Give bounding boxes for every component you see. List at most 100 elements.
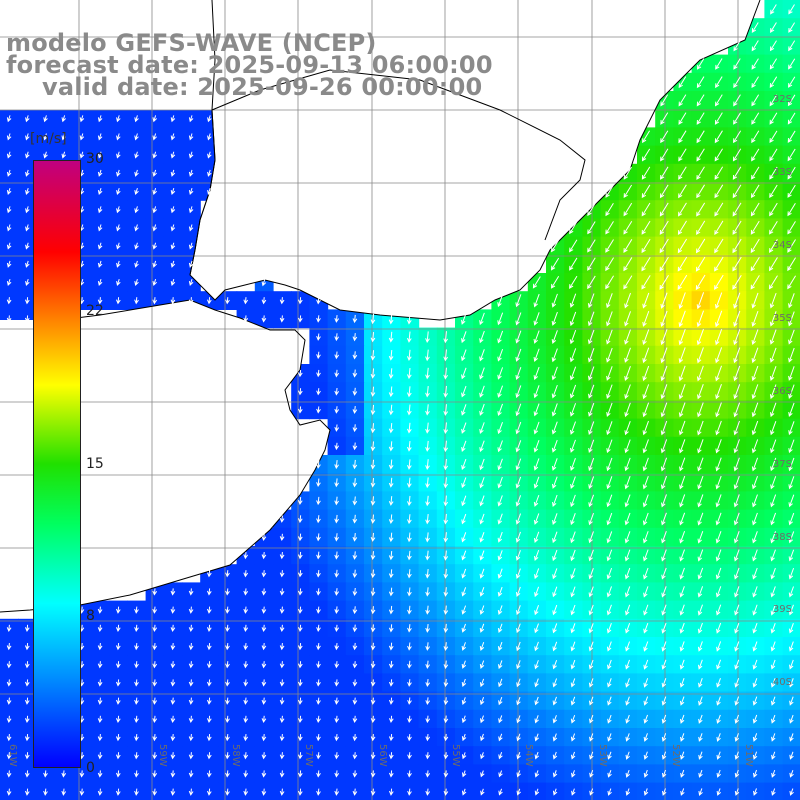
- wind-arrow: [134, 733, 139, 742]
- wind-arrow: [696, 166, 705, 180]
- wind-arrow: [752, 549, 758, 562]
- wind-arrow: [625, 769, 631, 778]
- wind-arrow: [534, 623, 539, 634]
- wind-arrow: [225, 697, 230, 705]
- wind-arrow: [607, 733, 612, 742]
- wind-arrow: [243, 661, 249, 669]
- wind-arrow: [443, 605, 449, 615]
- wind-arrow: [97, 242, 103, 250]
- wind-arrow: [751, 58, 759, 70]
- wind-arrow: [551, 311, 558, 326]
- wind-arrow: [207, 169, 212, 177]
- wind-arrow: [388, 386, 394, 398]
- wind-arrow: [533, 403, 540, 417]
- wind-arrow: [79, 788, 85, 796]
- wind-arrow: [316, 297, 321, 305]
- wind-arrow: [407, 569, 412, 579]
- wind-arrow: [698, 714, 703, 724]
- wind-arrow: [388, 624, 394, 633]
- wind-arrow: [588, 641, 594, 652]
- wind-arrow: [461, 312, 467, 325]
- wind-arrow: [188, 115, 194, 123]
- wind-arrow: [642, 531, 649, 544]
- wind-arrow: [515, 330, 522, 344]
- wind-arrow: [443, 752, 449, 760]
- wind-arrow: [788, 384, 795, 399]
- wind-arrow: [552, 494, 558, 507]
- wind-arrow: [606, 549, 613, 562]
- wind-arrow: [770, 476, 777, 490]
- wind-arrow: [623, 275, 633, 290]
- wind-arrow: [243, 642, 249, 651]
- wind-arrow: [279, 642, 285, 651]
- wind-arrow: [624, 494, 631, 508]
- wind-arrow: [352, 715, 358, 724]
- wind-arrow: [607, 659, 612, 670]
- wind-arrow: [732, 220, 742, 235]
- wind-arrow: [642, 475, 649, 490]
- wind-arrow: [788, 22, 796, 33]
- wind-arrow: [552, 604, 558, 616]
- wind-arrow: [479, 312, 485, 326]
- wind-arrow: [716, 622, 722, 634]
- wind-arrow: [61, 133, 67, 141]
- wind-arrow: [352, 496, 358, 506]
- wind-arrow: [642, 402, 650, 418]
- wind-arrow: [243, 788, 249, 796]
- wind-arrow: [425, 733, 431, 742]
- wind-arrow: [497, 385, 504, 398]
- wind-arrow: [97, 206, 103, 214]
- lon-label-56w: 56W: [377, 744, 388, 767]
- wind-arrow: [461, 349, 467, 362]
- wind-arrow: [316, 533, 321, 542]
- wind-arrow: [551, 293, 558, 308]
- wind-arrow: [769, 202, 778, 217]
- wind-arrow: [533, 439, 540, 453]
- wind-arrow: [407, 788, 412, 796]
- wind-arrow: [6, 697, 12, 705]
- wind-arrow: [297, 497, 303, 505]
- wind-arrow: [751, 148, 760, 162]
- legend-unit: [m/s]: [30, 131, 67, 147]
- wind-arrow: [243, 679, 249, 687]
- wind-arrow: [679, 512, 686, 526]
- land-mask: [0, 0, 760, 612]
- wind-arrow: [752, 769, 758, 778]
- wind-arrow: [316, 551, 321, 560]
- wind-arrow: [225, 588, 230, 596]
- wind-arrow: [334, 424, 340, 432]
- wind-arrow: [97, 697, 103, 705]
- wind-arrow: [552, 715, 558, 724]
- wind-arrow: [498, 752, 503, 760]
- wind-arrow: [297, 715, 303, 724]
- wind-arrow: [6, 133, 12, 141]
- wind-arrow: [642, 457, 649, 472]
- wind-arrow: [97, 133, 103, 141]
- wind-arrow: [695, 274, 706, 291]
- wind-arrow: [334, 697, 340, 705]
- lat-label-33s: 33S: [772, 167, 792, 178]
- wind-arrow: [316, 406, 321, 414]
- wind-arrow: [479, 422, 485, 435]
- wind-arrow: [769, 40, 777, 52]
- wind-arrow: [188, 642, 194, 651]
- wind-arrow: [515, 440, 522, 453]
- wind-arrow: [696, 58, 705, 70]
- wind-arrow: [733, 531, 740, 544]
- wind-arrow: [225, 661, 230, 669]
- wind-arrow: [388, 642, 394, 651]
- wind-arrow: [479, 697, 485, 706]
- wind-arrow: [134, 297, 139, 305]
- wind-arrow: [170, 752, 176, 760]
- wind-arrow: [134, 169, 139, 177]
- wind-arrow: [660, 94, 669, 107]
- wind-arrow: [643, 622, 649, 634]
- wind-arrow: [388, 441, 394, 452]
- lon-label-61w: 61W: [7, 744, 18, 767]
- wind-arrow: [152, 169, 158, 177]
- wind-arrow: [279, 624, 285, 633]
- wind-arrow: [334, 496, 339, 506]
- wind-arrow: [624, 329, 631, 345]
- wind-arrow: [97, 297, 103, 305]
- wind-arrow: [533, 531, 540, 543]
